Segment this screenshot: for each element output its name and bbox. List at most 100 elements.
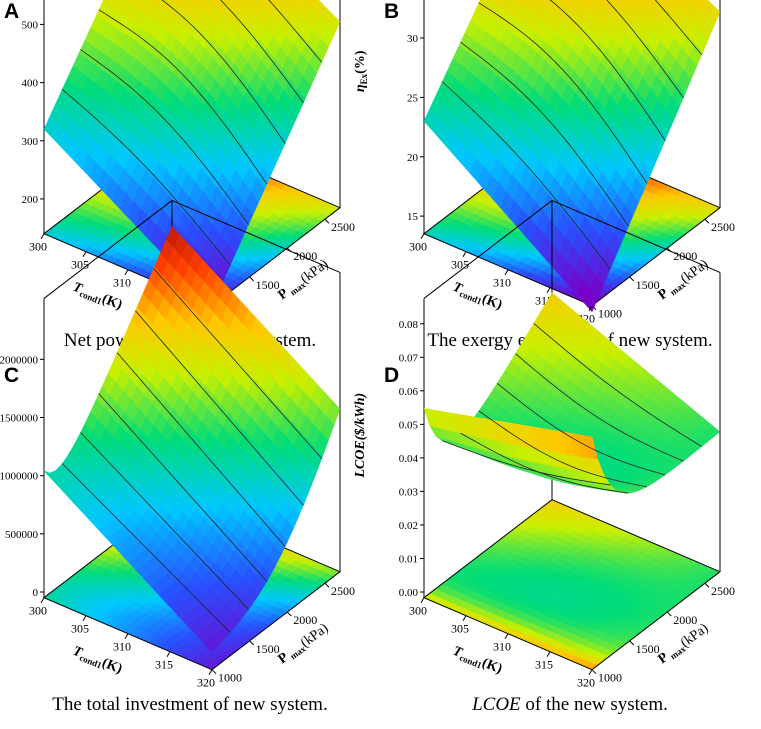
floor-projection [423,499,721,670]
panel-d: D 0.00 0.01 0.02 0.03 0.04 0.05 0.06 0.07 0.08 LC… [353,199,760,728]
x-tick [124,269,129,275]
caption: The total investment of new system. [52,694,328,715]
panel-letter: C [4,364,20,387]
p-tick [629,640,635,646]
panel-letter: B [384,0,400,23]
p-tick [211,669,217,675]
surface-cell [204,637,219,653]
z-axis: 1520253035 [407,33,424,223]
p-tick [249,276,255,282]
contour-line [460,41,629,227]
caption-italic: LCOE [472,694,521,715]
contour-line [478,2,648,184]
x-tick [546,287,551,293]
p-tick [286,611,292,617]
p-axis-label: P max(kPa) [656,621,713,668]
x-tick [546,651,551,657]
contour-line [442,440,611,486]
p-tick [629,276,635,282]
z-axis: 200300400500600 [22,19,44,206]
surface-plot-a: 200300400500600Wnet(kW)300305310315320Tc… [22,0,355,326]
z-tick-label: 0 [33,587,39,599]
z-tick-label: 0.02 [399,520,418,532]
p-tick-label: 2500 [711,584,735,598]
p-tick-label: 1500 [636,278,660,292]
surface-cell [626,0,632,4]
x-tick [420,597,425,603]
z-tick-label: 20 [407,152,419,164]
p-tick-label: 1500 [256,642,280,656]
p-tick [591,669,597,675]
top-left-edge [423,200,553,299]
x-tick-label: 320 [577,676,595,690]
p-tick [591,305,597,311]
panel-a: A 200300400500600Wnet(kW)300305310315320… [0,0,380,364]
x-tick [462,615,467,621]
panel-b: B 1520253035ηEx(%)300305310315320Tcond1(… [353,0,760,364]
z-axis: 0 500000 1000000 1500000 2000000 [0,354,44,599]
x-tick-label: 300 [409,240,427,254]
x-tick [504,633,509,639]
contour-line [116,352,286,547]
panel-letter: A [4,0,20,23]
surface-cell [610,0,620,7]
p-tick [324,582,330,588]
x-tick [124,633,129,639]
z-label-unit: (%) [353,50,368,74]
x-tick [588,669,593,675]
surface [43,0,341,307]
x-tick-label: 315 [535,658,553,672]
z-tick-label: 500 [22,19,39,31]
p-tick-label: 2000 [673,613,697,627]
x-tick-label: 300 [409,604,427,618]
x-tick [40,233,45,239]
p-tick [324,218,330,224]
p-tick-label: 1000 [598,307,622,321]
p-tick-label: 1500 [256,278,280,292]
contour-line [153,268,323,459]
contour-line [442,81,611,270]
contour-line [496,382,666,476]
z-tick-label: 0.07 [399,352,419,364]
x-axis: 300 305 310 315 320 [409,597,595,690]
z-axis-label: LCOE($/kWh) [353,393,368,479]
p-axis: 1000 1500 2000 2500 [591,582,735,685]
surface-plot-d: 0.00 0.01 0.02 0.03 0.04 0.05 0.06 0.07 0.08 LCOE… [353,199,735,690]
contour-line [98,9,268,185]
z-tick-label: 2000000 [0,354,39,366]
contour-line [515,353,684,462]
x-tick [40,597,45,603]
panel-c: C 0500000100000015000002000000Zinvestmen… [0,199,380,728]
contour-line [654,0,703,56]
x-tick-label: 305 [451,258,469,272]
p-tick-label: 2500 [331,220,355,234]
z-label-main: LCOE($/kWh) [353,393,368,479]
x-tick-label: 310 [113,640,131,654]
x-tick-label: 310 [493,640,511,654]
contour-line [549,0,666,141]
x-tick-label: 320 [197,676,215,690]
surface-cell [673,0,681,6]
contour-line [161,0,286,144]
z-tick-label: 0.06 [399,386,419,398]
z-tick-label: 30 [407,33,419,45]
p-tick-label: 1000 [218,671,242,685]
z-axis-label: ηEx(%) [353,50,369,92]
surface-contours [442,323,702,494]
p-tick-label: 2000 [293,249,317,263]
z-tick-label: 400 [22,78,39,90]
contour-line [62,463,231,633]
p-tick-label: 1500 [636,642,660,656]
x-tick [82,251,87,257]
z-tick-label: 300 [22,136,39,148]
x-tick-label: 305 [451,622,469,636]
z-tick-label: 0.04 [399,453,419,465]
z-tick-label: 200 [22,194,39,206]
surface-cell [224,0,232,5]
surface-plot-b: 1520253035ηEx(%)300305310315320Tcond1(K)… [353,0,735,326]
surface [423,0,721,313]
p-tick-label: 2000 [673,249,697,263]
top-right-edge [171,199,341,273]
